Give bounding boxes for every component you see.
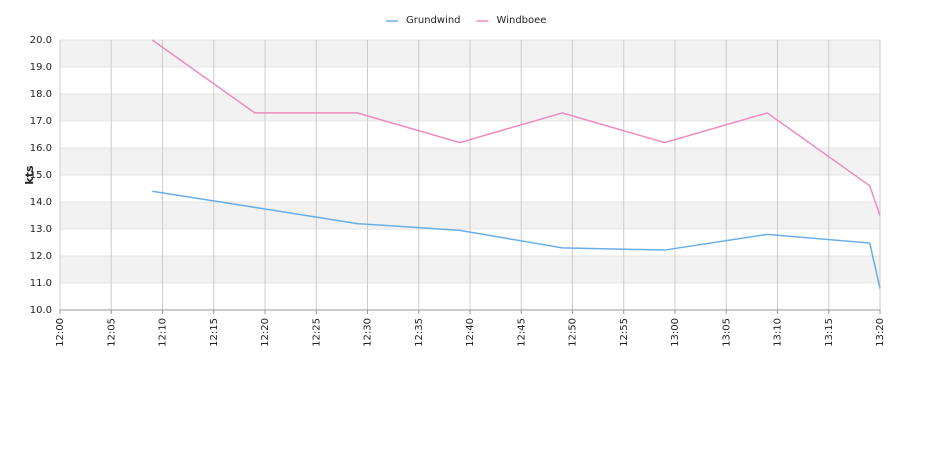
x-tick-label: 12:05 (106, 318, 117, 347)
x-tick-label: 12:55 (619, 318, 630, 347)
x-tick-label: 12:40 (465, 318, 476, 347)
y-tick-label: 11.0 (30, 278, 52, 289)
series-line (152, 190, 881, 289)
y-tick-label: 14.0 (30, 197, 52, 208)
y-tick-label: 10.0 (30, 305, 52, 316)
y-tick-label: 17.0 (30, 116, 52, 127)
x-tick-label: 12:30 (363, 318, 374, 347)
x-tick-label: 13:05 (721, 318, 732, 347)
legend: Grundwind Windboee (386, 15, 546, 26)
series-line (151, 39, 881, 216)
x-tick-label: 12:20 (260, 318, 271, 347)
x-tick-label: 12:10 (158, 318, 169, 347)
y-tick-label: 20.0 (30, 35, 52, 46)
x-tick-label: 13:15 (824, 318, 835, 347)
y-tick-label: 16.0 (30, 143, 52, 154)
legend-label: Windboee (497, 15, 547, 26)
y-tick-label: 15.0 (30, 170, 52, 181)
x-tick-label: 13:20 (875, 318, 886, 347)
x-tick-label: 12:00 (55, 318, 66, 347)
x-tick-label: 12:45 (516, 318, 527, 347)
x-tick-label: 12:25 (311, 318, 322, 347)
y-tick-label: 13.0 (30, 224, 52, 235)
x-tick-label: 12:50 (568, 318, 579, 347)
y-tick-label: 12.0 (30, 251, 52, 262)
y-axis-label: kts (23, 165, 36, 185)
x-tick-label: 12:15 (209, 318, 220, 347)
legend-label: Grundwind (406, 15, 461, 26)
x-tick-label: 12:35 (414, 318, 425, 347)
x-tick-label: 13:00 (670, 318, 681, 347)
x-tick-label: 13:10 (773, 318, 784, 347)
y-tick-label: 18.0 (30, 89, 52, 100)
y-tick-label: 19.0 (30, 62, 52, 73)
